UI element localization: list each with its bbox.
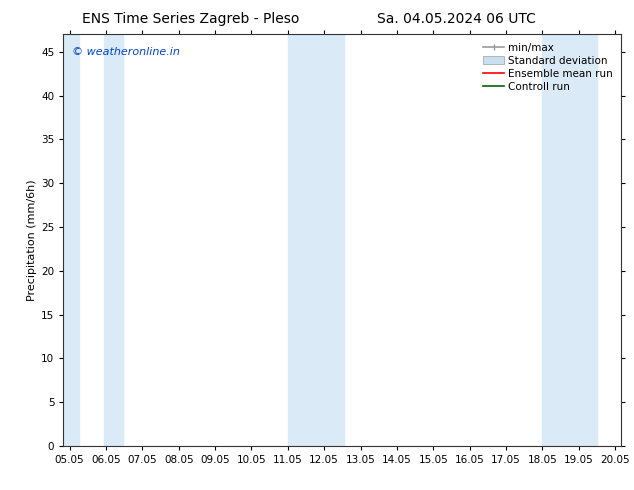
Bar [288,34,344,446]
Y-axis label: Precipitation (mm/6h): Precipitation (mm/6h) [27,179,37,301]
Bar [543,34,597,446]
Text: ENS Time Series Zagreb - Pleso: ENS Time Series Zagreb - Pleso [82,12,299,26]
Legend: min/max, Standard deviation, Ensemble mean run, Controll run: min/max, Standard deviation, Ensemble me… [480,40,616,95]
Bar [105,34,123,446]
Text: Sa. 04.05.2024 06 UTC: Sa. 04.05.2024 06 UTC [377,12,536,26]
Bar [63,34,79,446]
Text: © weatheronline.in: © weatheronline.in [72,47,179,57]
